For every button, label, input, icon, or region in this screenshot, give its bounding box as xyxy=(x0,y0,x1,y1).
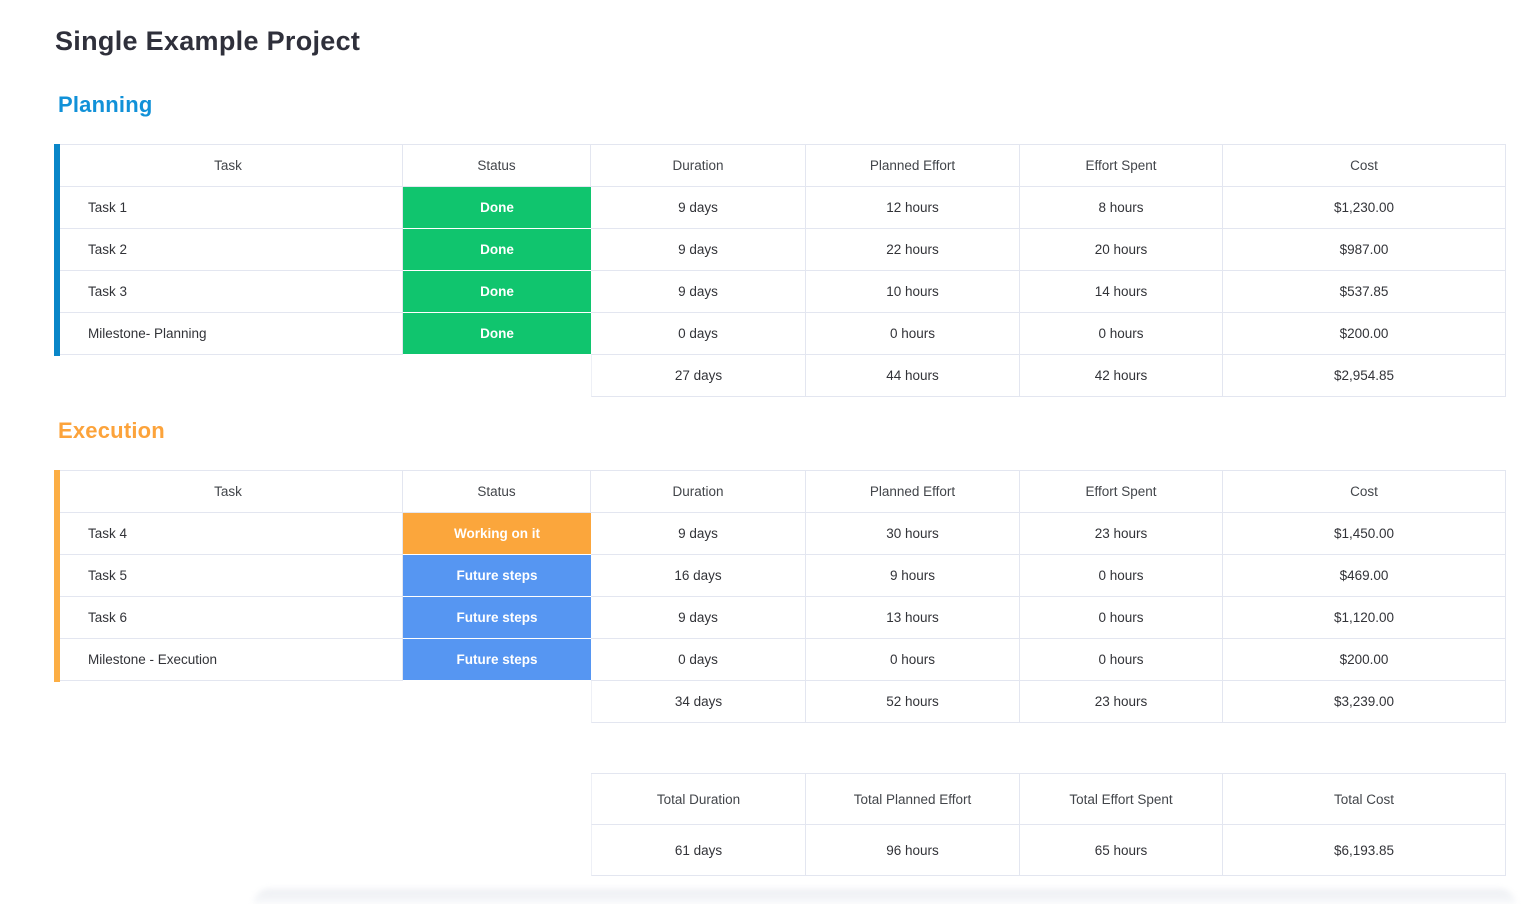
cell-duration: 16 days xyxy=(591,555,806,597)
cell-planned-effort: 12 hours xyxy=(806,187,1020,229)
summary-effort-spent: 42 hours xyxy=(1020,355,1223,397)
column-header-effort-spent: Effort Spent xyxy=(1020,471,1223,513)
cell-planned-effort: 0 hours xyxy=(806,639,1020,681)
summary-duration: 27 days xyxy=(591,355,806,397)
cell-effort-spent: 0 hours xyxy=(1020,313,1223,355)
column-header-effort-spent: Effort Spent xyxy=(1020,145,1223,187)
execution-summary-row: 34 days 52 hours 23 hours $3,239.00 xyxy=(591,681,1506,723)
planning-summary-row: 27 days 44 hours 42 hours $2,954.85 xyxy=(591,355,1506,397)
column-header-cost: Cost xyxy=(1223,471,1506,513)
summary-planned-effort: 52 hours xyxy=(806,681,1020,723)
planning-table: Task Status Duration Planned Effort Effort S… xyxy=(54,144,1506,356)
cell-duration: 9 days xyxy=(591,271,806,313)
task-name-cell: Milestone - Execution xyxy=(54,639,403,681)
cell-cost: $1,450.00 xyxy=(1223,513,1506,555)
totals-header-total-effort-spent: Total Effort Spent xyxy=(1020,774,1223,825)
summary-cost: $2,954.85 xyxy=(1223,355,1506,397)
cell-cost: $537.85 xyxy=(1223,271,1506,313)
section-heading-execution: Execution xyxy=(58,418,165,443)
column-header-duration: Duration xyxy=(591,471,806,513)
task-name-cell: Task 1 xyxy=(54,187,403,229)
cell-planned-effort: 30 hours xyxy=(806,513,1020,555)
summary-effort-spent: 23 hours xyxy=(1020,681,1223,723)
column-header-duration: Duration xyxy=(591,145,806,187)
task-name-cell: Task 4 xyxy=(54,513,403,555)
status-chip[interactable]: Future steps xyxy=(403,639,591,681)
cell-effort-spent: 20 hours xyxy=(1020,229,1223,271)
status-chip[interactable]: Done xyxy=(403,229,591,271)
column-header-planned-effort: Planned Effort xyxy=(806,471,1020,513)
section-heading-planning: Planning xyxy=(58,92,153,117)
cell-effort-spent: 0 hours xyxy=(1020,597,1223,639)
summary-planned-effort: 44 hours xyxy=(806,355,1020,397)
cell-duration: 9 days xyxy=(591,229,806,271)
task-name-cell: Task 6 xyxy=(54,597,403,639)
totals-value-total-effort-spent: 65 hours xyxy=(1020,825,1223,876)
cell-duration: 9 days xyxy=(591,187,806,229)
cell-planned-effort: 13 hours xyxy=(806,597,1020,639)
cell-cost: $469.00 xyxy=(1223,555,1506,597)
cell-effort-spent: 14 hours xyxy=(1020,271,1223,313)
cell-planned-effort: 22 hours xyxy=(806,229,1020,271)
section-execution: Execution Task Status Duration Planned Effor… xyxy=(54,416,1506,723)
status-chip[interactable]: Working on it xyxy=(403,513,591,555)
cell-effort-spent: 23 hours xyxy=(1020,513,1223,555)
cell-effort-spent: 8 hours xyxy=(1020,187,1223,229)
cell-duration: 9 days xyxy=(591,597,806,639)
status-chip[interactable]: Done xyxy=(403,187,591,229)
column-header-status: Status xyxy=(403,471,591,513)
cell-planned-effort: 9 hours xyxy=(806,555,1020,597)
cell-effort-spent: 0 hours xyxy=(1020,555,1223,597)
section-planning: Planning Task Status Duration Planned Effort… xyxy=(54,90,1506,397)
page-title: Single Example Project xyxy=(55,26,361,56)
summary-cost: $3,239.00 xyxy=(1223,681,1506,723)
column-header-task: Task xyxy=(54,471,403,513)
totals-header-total-planned-effort: Total Planned Effort xyxy=(806,774,1020,825)
execution-group-color-bar xyxy=(54,470,60,682)
column-header-task: Task xyxy=(54,145,403,187)
cell-effort-spent: 0 hours xyxy=(1020,639,1223,681)
task-name-cell: Task 2 xyxy=(54,229,403,271)
task-name-cell: Task 5 xyxy=(54,555,403,597)
status-chip[interactable]: Future steps xyxy=(403,555,591,597)
cell-cost: $200.00 xyxy=(1223,313,1506,355)
cell-cost: $1,120.00 xyxy=(1223,597,1506,639)
totals-value-total-planned-effort: 96 hours xyxy=(806,825,1020,876)
totals-header-total-duration: Total Duration xyxy=(591,774,806,825)
cell-duration: 0 days xyxy=(591,313,806,355)
cell-cost: $200.00 xyxy=(1223,639,1506,681)
cell-planned-effort: 10 hours xyxy=(806,271,1020,313)
execution-table: Task Status Duration Planned Effort Effort S… xyxy=(54,470,1506,682)
planning-group-color-bar xyxy=(54,144,60,356)
column-header-cost: Cost xyxy=(1223,145,1506,187)
totals-table: Total Duration Total Planned Effort Total … xyxy=(591,773,1506,876)
status-chip[interactable]: Future steps xyxy=(403,597,591,639)
card-bottom-shadow xyxy=(253,889,1516,904)
totals-value-total-duration: 61 days xyxy=(591,825,806,876)
cell-planned-effort: 0 hours xyxy=(806,313,1020,355)
column-header-status: Status xyxy=(403,145,591,187)
totals-value-total-cost: $6,193.85 xyxy=(1223,825,1506,876)
column-header-planned-effort: Planned Effort xyxy=(806,145,1020,187)
cell-duration: 9 days xyxy=(591,513,806,555)
cell-duration: 0 days xyxy=(591,639,806,681)
task-name-cell: Task 3 xyxy=(54,271,403,313)
status-chip[interactable]: Done xyxy=(403,271,591,313)
summary-duration: 34 days xyxy=(591,681,806,723)
cell-cost: $987.00 xyxy=(1223,229,1506,271)
cell-cost: $1,230.00 xyxy=(1223,187,1506,229)
task-name-cell: Milestone- Planning xyxy=(54,313,403,355)
totals-header-total-cost: Total Cost xyxy=(1223,774,1506,825)
status-chip[interactable]: Done xyxy=(403,313,591,355)
